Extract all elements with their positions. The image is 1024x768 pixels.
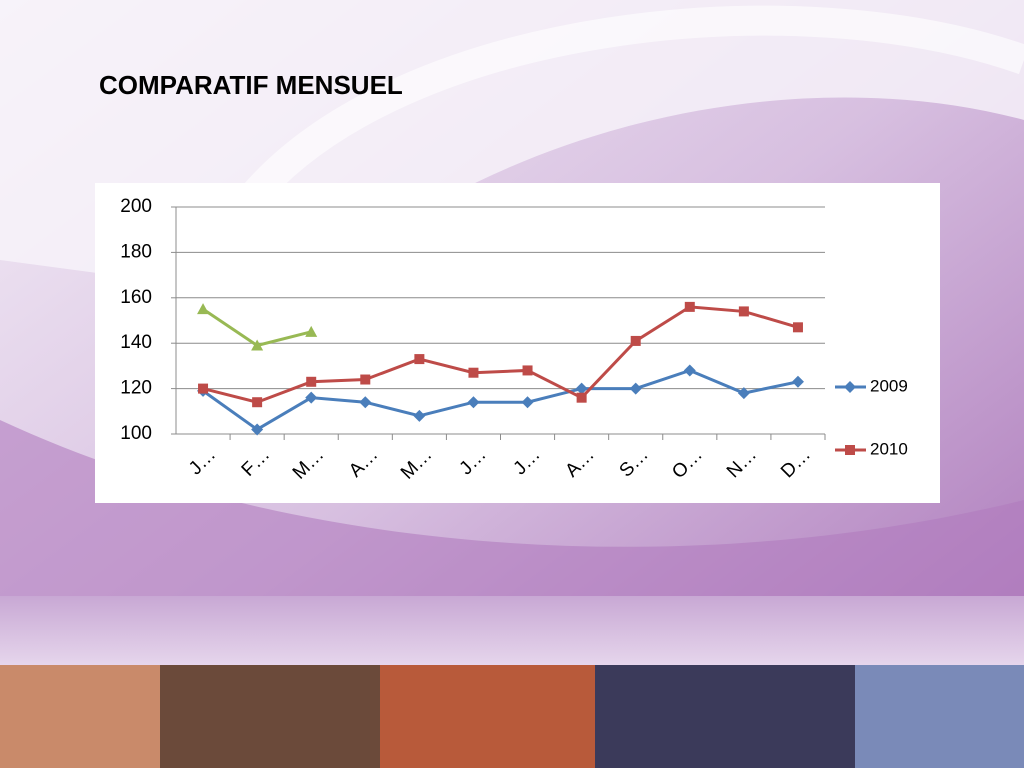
marker <box>738 306 749 317</box>
photo <box>0 665 160 768</box>
legend-label: 2010 <box>870 439 908 458</box>
marker <box>521 396 534 409</box>
marker <box>414 354 425 365</box>
marker <box>305 391 318 404</box>
swoosh <box>238 5 1024 210</box>
marker <box>360 374 371 385</box>
y-tick-label: 140 <box>120 332 152 353</box>
y-tick-label: 200 <box>120 196 152 217</box>
marker <box>576 392 587 403</box>
marker <box>197 303 210 315</box>
marker <box>251 423 264 436</box>
marker <box>845 445 855 455</box>
marker <box>413 409 426 422</box>
photo <box>855 665 1024 768</box>
y-tick-label: 180 <box>120 241 152 262</box>
band <box>0 596 1024 666</box>
marker <box>629 382 642 395</box>
marker <box>683 364 696 377</box>
legend-label: 2009 <box>870 376 908 395</box>
photo <box>160 665 380 768</box>
y-tick-label: 100 <box>120 423 152 444</box>
marker <box>575 382 588 395</box>
marker <box>306 376 317 387</box>
series-line <box>202 368 799 432</box>
marker <box>468 367 479 378</box>
y-tick-label: 160 <box>120 287 152 308</box>
marker <box>522 365 533 376</box>
marker <box>359 396 372 409</box>
marker <box>252 397 263 408</box>
marker <box>844 381 856 393</box>
marker <box>684 301 695 312</box>
y-tick-label: 120 <box>120 378 152 399</box>
marker <box>305 325 318 337</box>
marker <box>251 339 264 351</box>
marker <box>791 375 804 388</box>
title: COMPARATIF MENSUEL <box>99 70 403 100</box>
marker <box>737 387 750 400</box>
marker <box>630 335 641 346</box>
marker <box>467 396 480 409</box>
photo <box>595 665 855 768</box>
swoosh <box>0 420 1024 600</box>
photo-strip <box>0 665 1024 768</box>
marker <box>792 322 803 333</box>
series-line <box>202 305 799 404</box>
photo <box>380 665 595 768</box>
marker <box>198 383 209 394</box>
